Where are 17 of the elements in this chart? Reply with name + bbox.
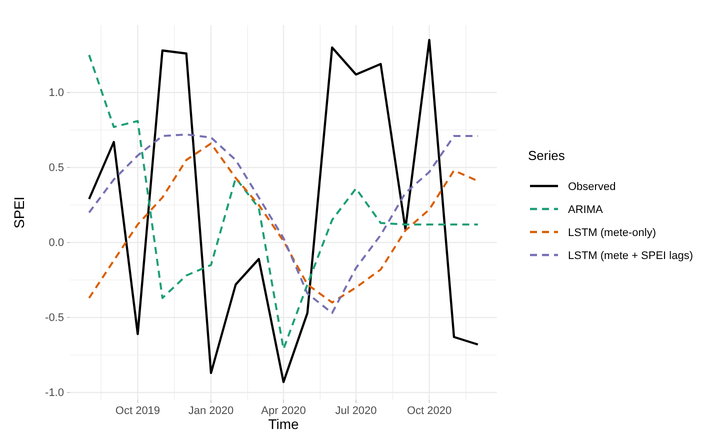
x-tick-label: Jan 2020 bbox=[188, 404, 234, 417]
y-tick-label: 0.0 bbox=[48, 237, 64, 250]
legend-label: LSTM (mete + SPEI lags) bbox=[568, 250, 694, 262]
legend-label: Observed bbox=[568, 181, 616, 193]
y-tick-label: 0.5 bbox=[48, 162, 64, 174]
x-tick-label: Oct 2019 bbox=[115, 404, 160, 417]
y-axis-title: SPEI bbox=[11, 196, 27, 228]
legend-label: LSTM (mete-only) bbox=[568, 227, 656, 239]
y-tick-label: -0.5 bbox=[45, 312, 64, 324]
x-tick-label: Apr 2020 bbox=[261, 404, 306, 417]
x-axis-title: Time bbox=[268, 416, 300, 432]
x-tick-label: Oct 2020 bbox=[406, 404, 452, 417]
x-tick-label: Jul 2020 bbox=[335, 404, 377, 417]
legend-title: Series bbox=[528, 148, 566, 163]
legend-label: ARIMA bbox=[568, 204, 604, 216]
y-tick-label: 1.0 bbox=[48, 87, 64, 100]
y-tick-label: -1.0 bbox=[45, 387, 64, 400]
